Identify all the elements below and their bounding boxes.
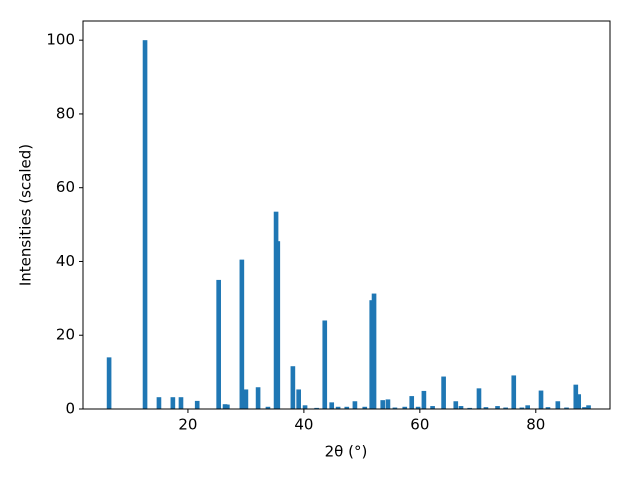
bar: [352, 401, 358, 409]
bar: [476, 388, 482, 409]
bar: [402, 406, 408, 409]
bar: [255, 387, 261, 409]
bar: [239, 259, 245, 409]
bar: [495, 406, 500, 409]
bar: [290, 366, 296, 409]
bar: [178, 397, 184, 409]
bar: [430, 406, 435, 409]
bar: [170, 397, 176, 409]
bar: [483, 407, 489, 409]
bar: [329, 402, 335, 409]
bar: [302, 405, 308, 409]
y-tick-label: 0: [65, 400, 75, 418]
x-tick-label: 60: [410, 416, 429, 434]
bar: [275, 241, 281, 409]
bar: [555, 401, 561, 409]
bar: [415, 406, 421, 409]
bar: [385, 399, 391, 409]
bar: [441, 376, 446, 409]
bar: [225, 404, 230, 409]
bar: [453, 401, 459, 409]
bar: [519, 407, 525, 409]
bar: [586, 405, 591, 409]
bar: [538, 390, 544, 409]
bar: [467, 407, 473, 409]
bar: [573, 384, 579, 409]
bar: [503, 407, 508, 409]
y-tick-label: 40: [56, 252, 75, 270]
bar: [371, 293, 377, 409]
bar: [458, 406, 464, 409]
bar: [344, 406, 350, 409]
bar: [511, 375, 517, 409]
bar: [314, 407, 319, 409]
bar: [409, 396, 415, 409]
plot-frame: [82, 20, 611, 410]
bar: [525, 405, 530, 409]
y-tick-label: 80: [56, 104, 75, 122]
y-tick-label: 100: [46, 31, 75, 49]
bar: [265, 406, 271, 409]
bar: [243, 389, 249, 409]
bar: [392, 407, 398, 409]
bar: [156, 397, 162, 409]
bar: [564, 407, 569, 409]
y-axis-label: Intensities (scaled): [17, 144, 35, 286]
y-tick-label: 60: [56, 178, 75, 196]
bar: [106, 357, 112, 409]
bar: [576, 394, 582, 409]
bar: [194, 400, 200, 409]
bar: [335, 406, 341, 409]
bar: [380, 400, 386, 409]
x-tick-label: 80: [526, 416, 545, 434]
x-axis-label: 2θ (°): [325, 443, 368, 461]
bar: [296, 389, 301, 409]
bar: [216, 279, 221, 409]
bar: [545, 407, 551, 409]
bar: [421, 390, 427, 409]
bar: [142, 40, 148, 409]
x-tick-label: 40: [294, 416, 313, 434]
y-tick-label: 20: [56, 326, 75, 344]
x-tick-label: 20: [178, 416, 197, 434]
bar: [582, 407, 587, 409]
bar: [362, 406, 368, 409]
bar: [322, 320, 328, 409]
